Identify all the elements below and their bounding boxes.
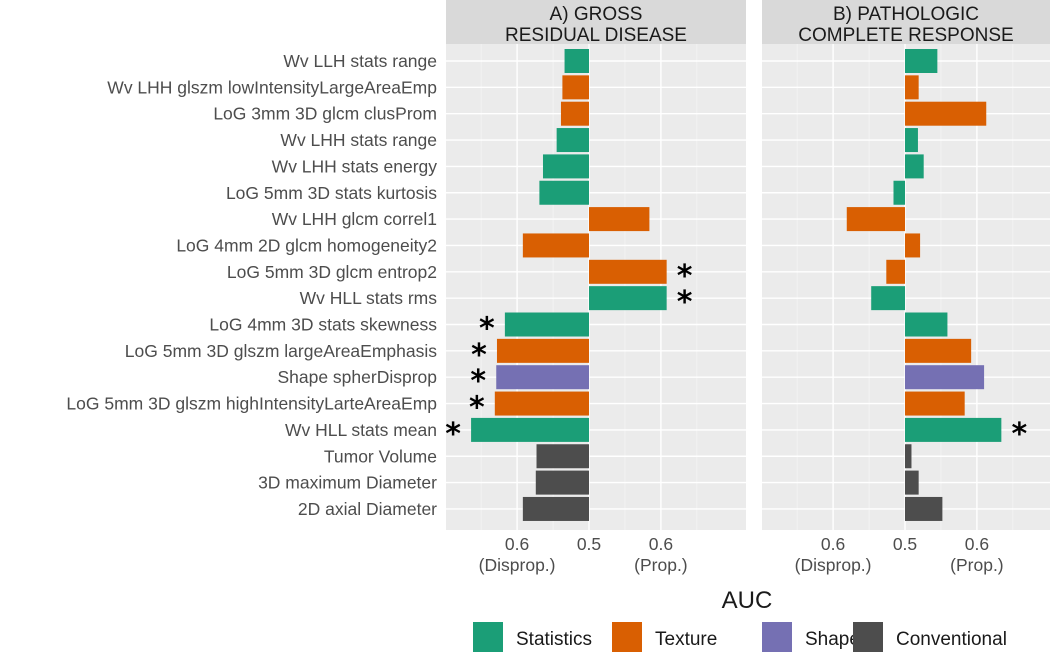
- panel-strip: [762, 0, 1050, 44]
- tick-label: 0.6: [965, 534, 989, 554]
- category-label: 2D axial Diameter: [298, 499, 437, 519]
- bar: [905, 338, 972, 363]
- category-label: LoG 3mm 3D glcm clusProm: [213, 104, 437, 124]
- bar: [496, 365, 589, 390]
- bar: [905, 365, 985, 390]
- direction-label: (Prop.): [950, 555, 1003, 575]
- significance-star: *: [677, 285, 693, 320]
- legend-swatch: [762, 622, 792, 652]
- category-label: LoG 4mm 3D stats skewness: [209, 315, 437, 335]
- category-label: Wv LHH stats energy: [272, 156, 438, 176]
- category-labels: Wv LLH stats range Wv LHH glszm lowIntens…: [66, 51, 437, 519]
- bar: [556, 128, 589, 153]
- tick-label: 0.5: [577, 534, 601, 554]
- bar: [589, 259, 667, 284]
- bar: [471, 417, 589, 442]
- category-label: Wv LHH glszm lowIntensityLargeAreaEmp: [107, 77, 437, 97]
- bar: [562, 75, 589, 100]
- category-label: LoG 4mm 2D glcm homogeneity2: [176, 235, 437, 255]
- bar: [905, 391, 965, 416]
- bar: [846, 207, 905, 232]
- tick-label: 0.6: [649, 534, 673, 554]
- legend-swatch: [612, 622, 642, 652]
- significance-star: *: [1011, 417, 1027, 452]
- bar: [494, 391, 589, 416]
- category-label: LoG 5mm 3D glcm entrop2: [227, 262, 437, 282]
- category-label: LoG 5mm 3D stats kurtosis: [226, 183, 437, 203]
- bar: [905, 75, 919, 100]
- bar: [905, 128, 918, 153]
- significance-star: *: [677, 259, 693, 294]
- panel-title-line: COMPLETE RESPONSE: [798, 25, 1013, 46]
- direction-label: (Prop.): [634, 555, 687, 575]
- category-label: Wv LLH stats range: [283, 51, 437, 71]
- legend-label: Statistics: [516, 629, 592, 650]
- category-label: Shape spherDisprop: [277, 367, 437, 387]
- category-label: LoG 5mm 3D glszm largeAreaEmphasis: [125, 341, 437, 361]
- category-label: Wv LHH glcm correl1: [272, 209, 437, 229]
- bar: [905, 49, 938, 73]
- bar: [536, 444, 589, 469]
- tick-label: 0.6: [821, 534, 845, 554]
- legend-swatch: [853, 622, 883, 652]
- legend-swatch: [473, 622, 503, 652]
- tick-label: 0.5: [893, 534, 917, 554]
- legend-label: Conventional: [896, 629, 1007, 650]
- bar: [886, 259, 905, 284]
- category-label: Wv HLL stats mean: [285, 420, 437, 440]
- bar: [905, 496, 943, 521]
- significance-star: *: [469, 391, 485, 426]
- panel-title-line: B) PATHOLOGIC: [833, 4, 979, 25]
- bar: [522, 233, 589, 258]
- significance-star: *: [470, 364, 486, 399]
- bar: [871, 286, 905, 311]
- bar: [905, 233, 921, 258]
- legend-label: Shape: [805, 629, 860, 650]
- bar: [905, 154, 924, 179]
- bar: [589, 286, 667, 311]
- panel-title-line: A) GROSS: [550, 4, 643, 25]
- legend: Statistics Texture Shape Conventional: [473, 622, 1007, 652]
- significance-star: *: [479, 312, 495, 347]
- tick-label: 0.6: [505, 534, 529, 554]
- bar: [905, 101, 987, 126]
- panel-strip: [446, 0, 746, 44]
- category-label: 3D maximum Diameter: [258, 473, 437, 493]
- bar: [893, 180, 905, 205]
- category-label: Wv LHH stats range: [280, 130, 437, 150]
- bar: [496, 338, 589, 363]
- x-axis-title: AUC: [722, 587, 773, 614]
- bar: [535, 470, 589, 495]
- legend-label: Texture: [655, 629, 717, 650]
- bar: [905, 312, 948, 337]
- direction-label: (Disprop.): [479, 555, 556, 575]
- bar: [905, 470, 919, 495]
- bar: [560, 101, 589, 126]
- category-label: Wv HLL stats rms: [300, 288, 438, 308]
- bar: [504, 312, 589, 337]
- bar: [539, 180, 589, 205]
- significance-star: *: [445, 417, 461, 452]
- category-label: Tumor Volume: [324, 446, 437, 466]
- bar: [542, 154, 589, 179]
- bar: [589, 207, 650, 232]
- significance-star: *: [471, 338, 487, 373]
- direction-label: (Disprop.): [795, 555, 872, 575]
- panel-title-line: RESIDUAL DISEASE: [505, 25, 687, 46]
- bar: [522, 496, 589, 521]
- bar: [564, 49, 589, 73]
- bar: [905, 417, 1002, 442]
- category-label: LoG 5mm 3D glszm highIntensityLarteAreaE…: [66, 394, 437, 414]
- bar: [905, 444, 912, 469]
